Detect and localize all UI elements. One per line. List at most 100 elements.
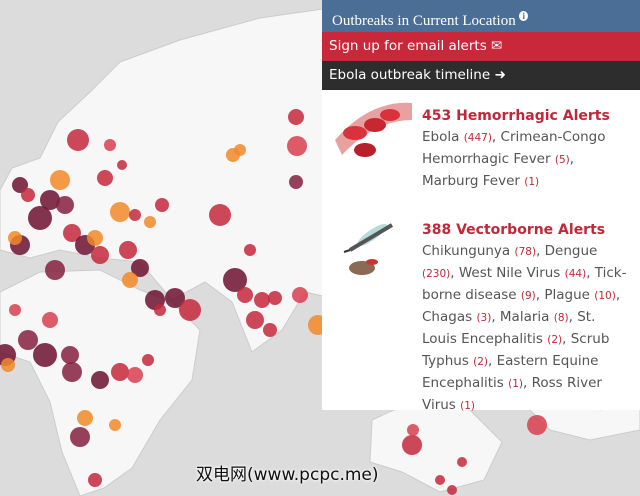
outbreak-marker[interactable] (9, 304, 21, 316)
outbreak-marker[interactable] (109, 419, 121, 431)
disease-count: (44) (565, 268, 591, 280)
watermark: 双电网(www.pcpc.me) (196, 465, 379, 485)
outbreak-marker[interactable] (292, 287, 308, 303)
email-alerts-link[interactable]: Sign up for email alerts ✉ (322, 32, 640, 61)
disease-name: St. Louis Encephalitis (422, 309, 596, 347)
disease-name: Eastern Equine Encephalitis (422, 353, 599, 391)
link-label[interactable]: Sign up for email alerts (329, 38, 487, 54)
outbreak-marker[interactable] (40, 190, 60, 210)
outbreak-marker[interactable] (56, 196, 74, 214)
disease-list: Chikungunya (78) Dengue (230) West Nile … (422, 241, 634, 417)
outbreak-marker[interactable] (407, 424, 419, 436)
outbreak-marker[interactable] (144, 216, 156, 228)
disease-name: Plague (544, 287, 590, 303)
disease-item: Marburg Fever (1) (422, 173, 539, 189)
disease-count: (5) (555, 154, 574, 166)
outbreak-marker[interactable] (87, 230, 103, 246)
outbreak-marker[interactable] (63, 224, 81, 242)
outbreak-marker[interactable] (28, 206, 52, 230)
outbreak-marker[interactable] (117, 160, 127, 170)
outbreak-marker[interactable] (62, 362, 82, 382)
outbreak-marker[interactable] (33, 343, 57, 367)
outbreak-marker[interactable] (142, 354, 154, 366)
disease-item: Chagas (3) (422, 309, 496, 325)
outbreak-marker[interactable] (97, 170, 113, 186)
section: 453 Hemorrhagic Alerts Ebola (447) Crimea… (422, 106, 634, 193)
outbreak-marker[interactable] (21, 188, 35, 202)
outbreak-marker[interactable] (402, 435, 422, 455)
disease-item: Plague (10) (544, 287, 620, 303)
disease-name: Malaria (499, 309, 550, 325)
outbreak-marker[interactable] (131, 259, 149, 277)
outbreak-marker[interactable] (457, 457, 467, 467)
panel-header: Outbreaks in Current Location i (322, 0, 640, 32)
outbreak-marker[interactable] (447, 485, 457, 495)
outbreak-marker[interactable] (8, 231, 22, 245)
outbreak-marker[interactable] (226, 148, 240, 162)
info-icon[interactable]: i (519, 11, 528, 21)
outbreak-marker[interactable] (50, 170, 70, 190)
outbreak-marker[interactable] (61, 346, 79, 364)
outbreak-markers (0, 109, 547, 495)
disease-count: (10) (594, 290, 620, 302)
outbreak-marker[interactable] (42, 312, 58, 328)
disease-count: (230) (422, 268, 455, 280)
outbreak-marker[interactable] (111, 363, 129, 381)
disease-name: Scrub Typhus (422, 331, 610, 369)
outbreak-marker[interactable] (165, 288, 185, 308)
disease-name: Chagas (422, 309, 473, 325)
outbreak-marker[interactable] (91, 371, 109, 389)
outbreak-marker[interactable] (244, 244, 256, 256)
disease-count: (9) (521, 290, 540, 302)
disease-item: Tick-borne disease (9) (422, 265, 627, 303)
outbreak-marker[interactable] (70, 427, 90, 447)
outbreak-marker[interactable] (435, 475, 445, 485)
disease-list: Ebola (447) Crimean-Congo Hemorrhagic Fe… (422, 127, 634, 193)
outbreak-marker[interactable] (91, 246, 109, 264)
outbreak-marker[interactable] (88, 473, 102, 487)
outbreak-marker[interactable] (110, 202, 130, 222)
outbreak-marker[interactable] (119, 241, 137, 259)
outbreak-marker[interactable] (288, 109, 304, 125)
outbreak-marker[interactable] (12, 177, 28, 193)
disease-name: West Nile Virus (458, 265, 561, 281)
outbreak-marker[interactable] (237, 287, 253, 303)
outbreak-marker[interactable] (263, 323, 277, 337)
disease-count: (1) (524, 176, 540, 188)
outbreak-marker[interactable] (77, 410, 93, 426)
outbreak-marker[interactable] (254, 292, 270, 308)
disease-count: (1) (508, 378, 527, 390)
outbreak-marker[interactable] (129, 209, 141, 221)
land (0, 7, 341, 353)
outbreak-marker[interactable] (127, 367, 143, 383)
disease-count: (3) (476, 312, 495, 324)
disease-count: (2) (473, 356, 492, 368)
blood-cells-icon (335, 102, 412, 157)
disease-name: Ross River Virus (422, 375, 602, 413)
outbreak-marker[interactable] (289, 175, 303, 189)
outbreak-marker[interactable] (223, 268, 247, 292)
disease-item: St. Louis Encephalitis (2) (422, 309, 595, 347)
timeline-link[interactable]: Ebola outbreak timeline ➜ (322, 61, 640, 90)
outbreak-marker[interactable] (154, 304, 166, 316)
outbreak-marker[interactable] (179, 299, 201, 321)
disease-item: Malaria (8) (500, 309, 573, 325)
link-label[interactable]: Ebola outbreak timeline (329, 67, 491, 83)
outbreak-marker[interactable] (45, 260, 65, 280)
disease-name: Ebola (422, 129, 460, 145)
outbreak-marker[interactable] (246, 311, 264, 329)
outbreak-marker[interactable] (155, 198, 169, 212)
disease-name: Tick-borne disease (422, 265, 627, 303)
outbreak-marker[interactable] (104, 139, 116, 151)
outbreak-marker[interactable] (268, 291, 282, 305)
outbreak-marker[interactable] (527, 415, 547, 435)
outbreak-marker[interactable] (122, 272, 138, 288)
outbreak-marker[interactable] (67, 129, 89, 151)
disease-item: Crimean-Congo Hemorrhagic Fever (5) (422, 129, 605, 167)
outbreak-marker[interactable] (209, 204, 231, 226)
disease-item: West Nile Virus (44) (459, 265, 591, 281)
outbreak-marker[interactable] (1, 358, 15, 372)
outbreak-marker[interactable] (287, 136, 307, 156)
outbreak-marker[interactable] (18, 330, 38, 350)
